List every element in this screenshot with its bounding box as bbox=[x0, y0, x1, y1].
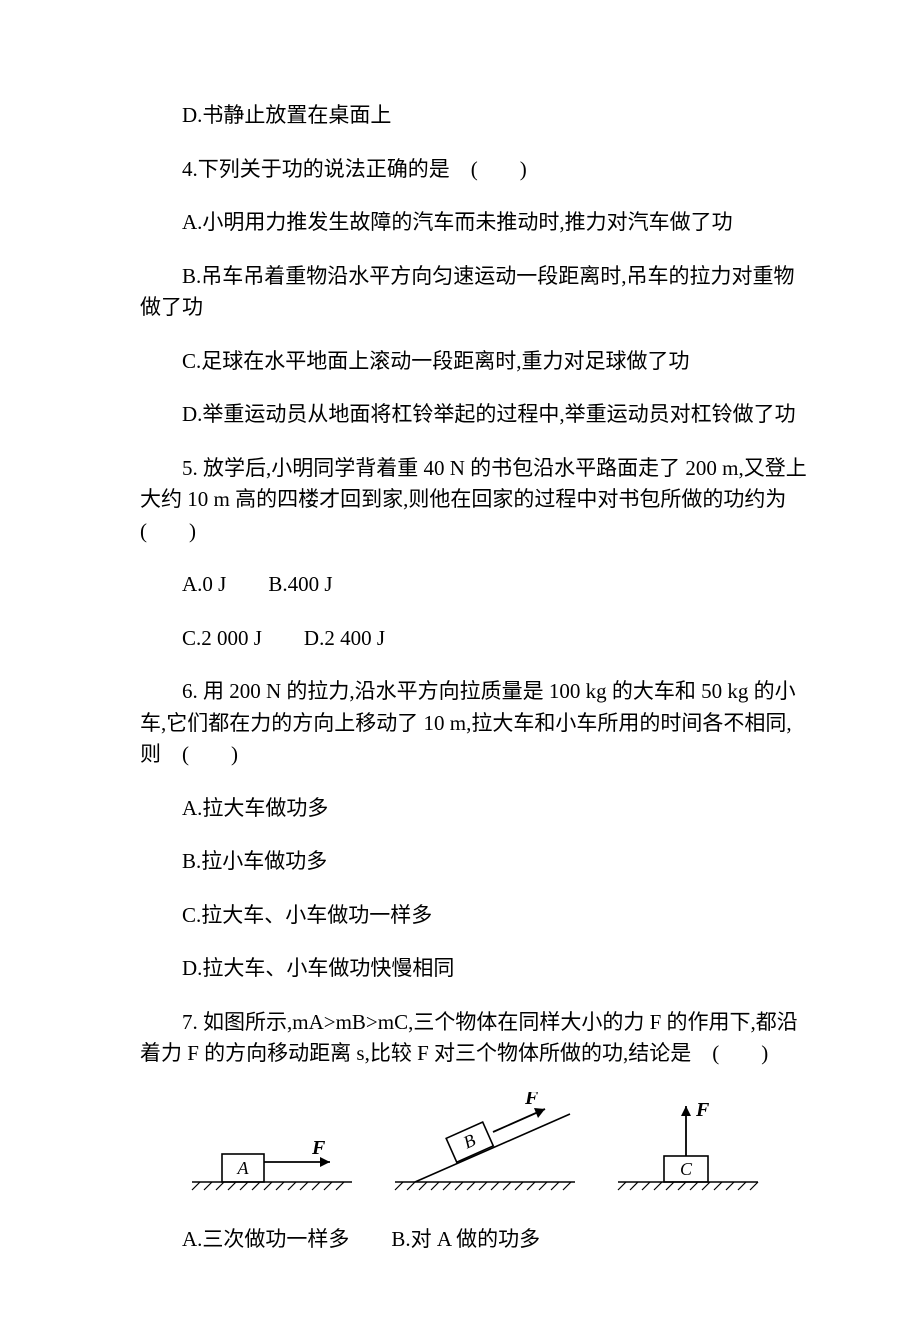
diagram-c: C F bbox=[608, 1092, 768, 1202]
diagram-b-force: F bbox=[524, 1092, 539, 1109]
diagram-b: B F bbox=[385, 1092, 585, 1202]
q5-option-ab: A.0 J B.400 J bbox=[140, 569, 810, 601]
q6-stem: 6. 用 200 N 的拉力,沿水平方向拉质量是 100 kg 的大车和 50 … bbox=[140, 676, 810, 771]
q4-option-b: B.吊车吊着重物沿水平方向匀速运动一段距离时,吊车的拉力对重物做了功 bbox=[140, 261, 810, 324]
q6-option-c: C.拉大车、小车做功一样多 bbox=[140, 900, 810, 932]
diagram-a-label: A bbox=[236, 1158, 249, 1178]
q5-stem: 5. 放学后,小明同学背着重 40 N 的书包沿水平路面走了 200 m,又登上… bbox=[140, 453, 810, 548]
diagram-a-force: F bbox=[311, 1137, 326, 1159]
q6-option-a: A.拉大车做功多 bbox=[140, 793, 810, 825]
q5-option-cd: C.2 000 J D.2 400 J bbox=[140, 623, 810, 655]
q6-option-d: D.拉大车、小车做功快慢相同 bbox=[140, 953, 810, 985]
q4-stem: 4.下列关于功的说法正确的是 ( ) bbox=[140, 154, 810, 186]
q7-option-ab: A.三次做功一样多 B.对 A 做的功多 bbox=[140, 1224, 810, 1256]
diagram-b-label: B bbox=[460, 1129, 478, 1152]
q4-option-c: C.足球在水平地面上滚动一段距离时,重力对足球做了功 bbox=[140, 346, 810, 378]
q7-stem: 7. 如图所示,mA>mB>mC,三个物体在同样大小的力 F 的作用下,都沿着力… bbox=[140, 1007, 810, 1070]
diagram-a: A F bbox=[182, 1112, 362, 1202]
q3-option-d: D.书静止放置在桌面上 bbox=[140, 100, 810, 132]
q7-diagram-row: A F B F bbox=[170, 1092, 780, 1202]
q4-option-d: D.举重运动员从地面将杠铃举起的过程中,举重运动员对杠铃做了功 bbox=[140, 399, 810, 431]
diagram-c-label: C bbox=[680, 1159, 693, 1179]
q4-option-a: A.小明用力推发生故障的汽车而未推动时,推力对汽车做了功 bbox=[140, 207, 810, 239]
diagram-c-force: F bbox=[695, 1099, 710, 1121]
q6-option-b: B.拉小车做功多 bbox=[140, 846, 810, 878]
